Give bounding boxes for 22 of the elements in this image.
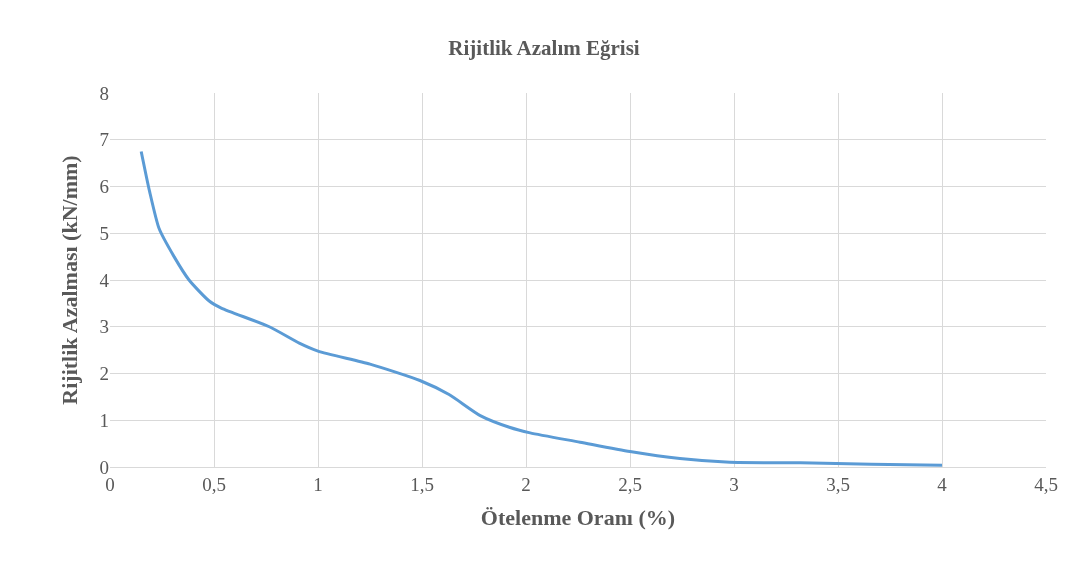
x-tick-label: 3	[729, 473, 739, 495]
x-tick-label: 2,5	[618, 473, 642, 495]
y-tick-label: 2	[99, 363, 109, 385]
x-tick-label: 1,5	[410, 473, 434, 495]
x-tick-label: 0,5	[202, 473, 226, 495]
y-tick-label: 4	[99, 269, 110, 291]
y-tick-label: 0	[99, 456, 109, 478]
chart-title: Rijitlik Azalım Eğrisi	[448, 36, 640, 61]
x-tick-label: 4	[937, 473, 948, 495]
y-tick-label: 3	[99, 316, 109, 338]
y-tick-label: 6	[99, 176, 109, 198]
x-tick-label: 2	[521, 473, 531, 495]
x-tick-label: 3,5	[826, 473, 850, 495]
y-tick-label: 1	[99, 409, 109, 431]
y-axis-title: Rijitlik Azalması (kN/mm)	[57, 155, 83, 405]
y-tick-label: 8	[99, 82, 109, 104]
line-series	[139, 149, 944, 467]
x-tick-label: 4,5	[1034, 473, 1058, 495]
x-tick-label: 1	[313, 473, 323, 495]
x-axis-title: Ötelenme Oranı (%)	[480, 504, 676, 530]
y-tick-label: 5	[99, 222, 109, 244]
y-tick-label: 7	[99, 129, 109, 151]
